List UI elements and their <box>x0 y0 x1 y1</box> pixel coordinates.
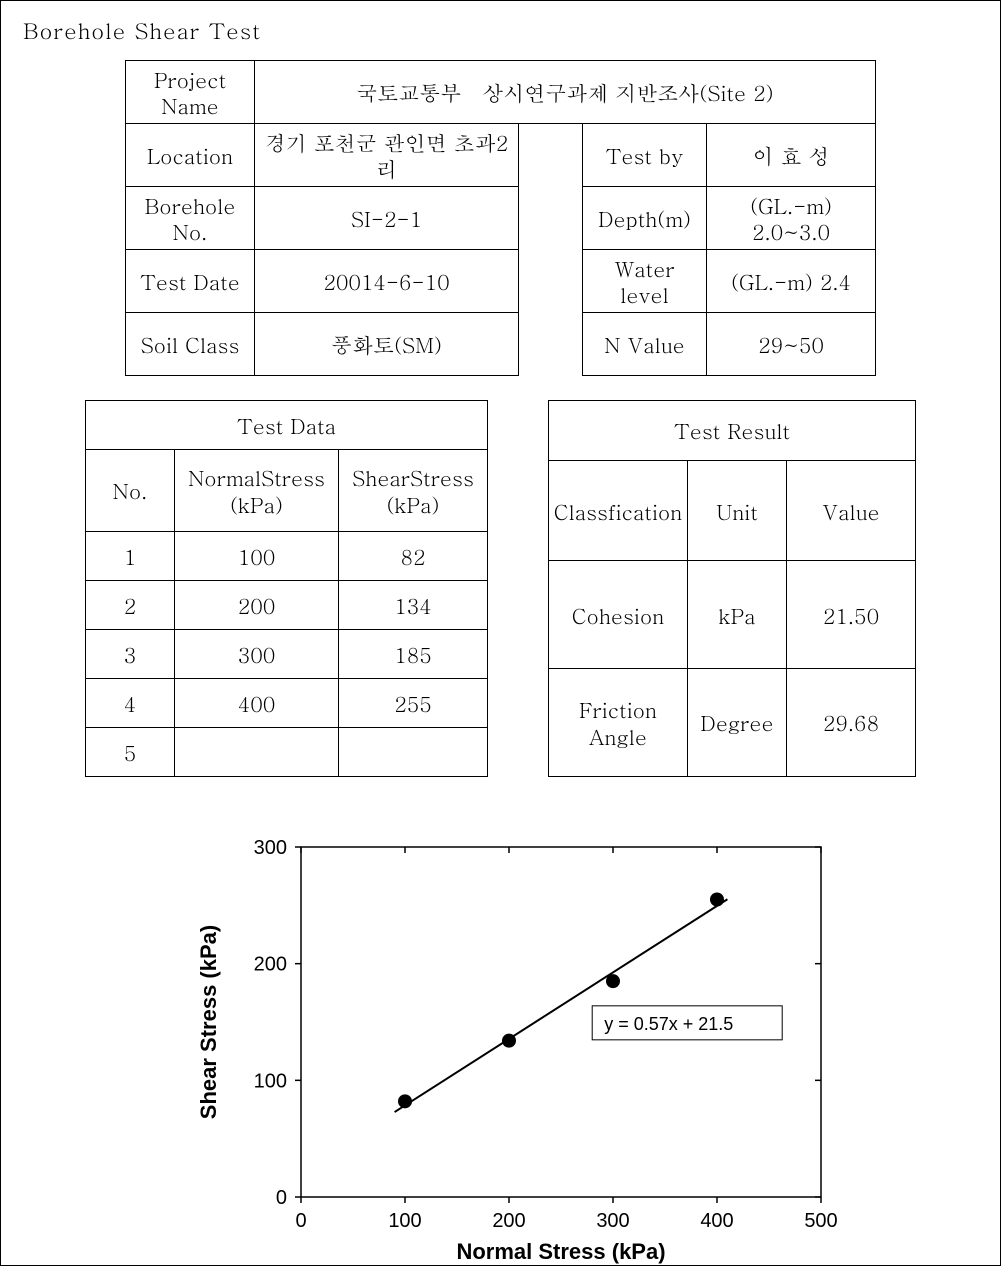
col-unit: Unit <box>688 461 787 561</box>
depth-label: Depth(m) <box>583 187 707 250</box>
result-row: Cohesion kPa 21.50 <box>549 561 916 669</box>
result-row: Friction Angle Degree 29.68 <box>549 669 916 777</box>
svg-text:100: 100 <box>253 1070 286 1092</box>
shear-stress-chart: 0 100 200 300 400 500 0 100 200 300 y = 0.57x + 21… <box>151 827 851 1287</box>
borehole-no-value: SI-2-1 <box>255 187 519 250</box>
table-row: 4 400 255 <box>86 679 488 728</box>
chart-container: 0 100 200 300 400 500 0 100 200 300 y = 0.57x + 21… <box>151 827 851 1287</box>
water-level-value: (GL.-m) 2.4 <box>707 250 876 313</box>
test-date-value: 20014-6-10 <box>255 250 519 313</box>
col-classification: Classfication <box>549 461 688 561</box>
location-value: 경기 포천군 관인면 초과2리 <box>255 124 519 187</box>
depth-value: (GL.-m) 2.0~3.0 <box>707 187 876 250</box>
info-gap <box>519 124 583 376</box>
n-value-label: N Value <box>583 313 707 376</box>
svg-text:200: 200 <box>253 954 286 976</box>
svg-text:300: 300 <box>253 837 286 859</box>
svg-text:500: 500 <box>804 1210 837 1232</box>
svg-text:100: 100 <box>388 1210 421 1232</box>
mid-tables-row: Test Data No. NormalStress (kPa) ShearSt… <box>15 400 986 777</box>
table-row: 3 300 185 <box>86 630 488 679</box>
soil-class-value: 풍화토(SM) <box>255 313 519 376</box>
svg-text:0: 0 <box>295 1210 306 1232</box>
svg-text:200: 200 <box>492 1210 525 1232</box>
location-label: Location <box>126 124 255 187</box>
svg-text:Shear Stress (kPa): Shear Stress (kPa) <box>196 925 221 1119</box>
test-result-header: Test Result <box>549 401 916 461</box>
water-level-label: Water level <box>583 250 707 313</box>
page-title: Borehole Shear Test <box>23 15 986 46</box>
table-row: 1 100 82 <box>86 532 488 581</box>
col-no: No. <box>86 450 175 532</box>
test-result-table: Test Result Classfication Unit Value Coh… <box>548 400 916 777</box>
svg-text:Normal Stress (kPa): Normal Stress (kPa) <box>456 1239 665 1264</box>
n-value-value: 29~50 <box>707 313 876 376</box>
project-name-value: 국토교통부 상시연구과제 지반조사(Site 2) <box>255 61 876 124</box>
svg-text:y = 0.57x + 21.5: y = 0.57x + 21.5 <box>604 1014 733 1034</box>
test-data-header: Test Data <box>86 401 488 450</box>
info-table: Project Name 국토교통부 상시연구과제 지반조사(Site 2) L… <box>125 60 876 376</box>
table-row: 5 <box>86 728 488 777</box>
svg-text:400: 400 <box>700 1210 733 1232</box>
table-row: 2 200 134 <box>86 581 488 630</box>
svg-text:300: 300 <box>596 1210 629 1232</box>
page-frame: Borehole Shear Test Project Name 국토교통부 상… <box>0 0 1001 1266</box>
svg-text:0: 0 <box>275 1187 286 1209</box>
test-data-table: Test Data No. NormalStress (kPa) ShearSt… <box>85 400 488 777</box>
borehole-no-label: Borehole No. <box>126 187 255 250</box>
col-shear-stress: ShearStress (kPa) <box>339 450 488 532</box>
soil-class-label: Soil Class <box>126 313 255 376</box>
col-value: Value <box>787 461 916 561</box>
col-normal-stress: NormalStress (kPa) <box>175 450 339 532</box>
project-name-label: Project Name <box>126 61 255 124</box>
test-date-label: Test Date <box>126 250 255 313</box>
test-by-value: 이 효 성 <box>707 124 876 187</box>
test-by-label: Test by <box>583 124 707 187</box>
